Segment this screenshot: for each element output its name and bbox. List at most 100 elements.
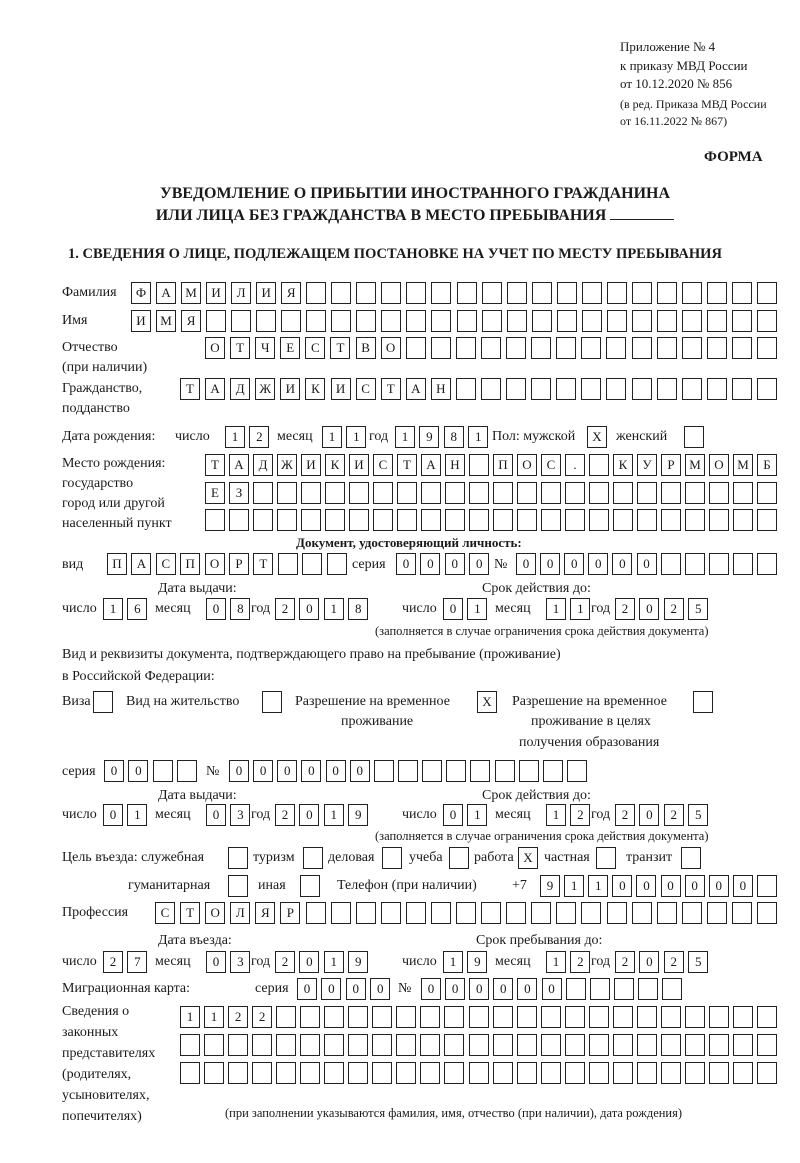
char-cell[interactable] (732, 1006, 753, 1028)
char-cell[interactable] (706, 282, 727, 304)
char-cell[interactable] (708, 1006, 729, 1028)
char-cell[interactable] (733, 509, 753, 531)
char-cell[interactable]: 1 (443, 951, 463, 973)
char-cell[interactable]: 0 (128, 760, 149, 782)
char-cell[interactable] (455, 337, 476, 359)
char-cell[interactable] (757, 1034, 777, 1056)
char-cell[interactable]: К (613, 454, 633, 476)
char-cell[interactable]: А (205, 378, 226, 400)
char-cell[interactable]: Н (445, 454, 465, 476)
char-cell[interactable] (380, 902, 401, 924)
char-cell[interactable] (231, 310, 252, 332)
char-cell[interactable]: 8 (348, 598, 369, 620)
char-cell[interactable] (731, 378, 752, 400)
char-cell[interactable]: 1 (323, 598, 344, 620)
char-cell[interactable]: 0 (469, 978, 490, 1000)
char-cell[interactable]: Т (253, 553, 274, 575)
char-cell[interactable]: А (131, 553, 152, 575)
char-cell[interactable]: 5 (688, 951, 709, 973)
char-cell[interactable] (456, 282, 477, 304)
char-cell[interactable]: Ж (277, 454, 297, 476)
char-cell[interactable] (706, 902, 727, 924)
char-cell[interactable] (565, 509, 585, 531)
char-cell[interactable] (355, 902, 376, 924)
char-cell[interactable] (373, 760, 394, 782)
char-cell[interactable] (606, 337, 627, 359)
char-cell[interactable] (229, 509, 249, 531)
char-cell[interactable]: 1 (103, 598, 123, 620)
char-cell[interactable] (660, 1006, 681, 1028)
char-cell[interactable] (636, 1034, 657, 1056)
char-cell[interactable] (757, 378, 777, 400)
char-cell[interactable] (180, 1034, 200, 1056)
char-cell[interactable]: 1 (588, 875, 609, 897)
char-cell[interactable] (324, 1062, 345, 1084)
char-cell[interactable] (372, 1034, 393, 1056)
char-cell[interactable]: 1 (323, 951, 344, 973)
char-cell[interactable]: 0 (684, 875, 705, 897)
char-cell[interactable]: Т (330, 337, 351, 359)
char-cell[interactable]: 1 (323, 804, 344, 826)
char-cell[interactable]: З (229, 482, 249, 504)
char-cell[interactable]: 0 (639, 804, 660, 826)
char-cell[interactable] (506, 902, 527, 924)
char-cell[interactable]: 0 (660, 875, 681, 897)
char-cell[interactable] (567, 760, 587, 782)
char-cell[interactable] (731, 310, 752, 332)
char-cell[interactable] (456, 902, 476, 924)
char-cell[interactable] (446, 760, 467, 782)
char-cell[interactable]: У (637, 454, 657, 476)
char-cell[interactable] (306, 310, 327, 332)
char-cell[interactable] (636, 1006, 657, 1028)
char-cell[interactable]: Я (281, 282, 302, 304)
char-cell[interactable] (468, 1062, 489, 1084)
char-cell[interactable] (252, 1062, 273, 1084)
char-cell[interactable]: 2 (615, 598, 635, 620)
char-cell[interactable]: С (373, 454, 393, 476)
char-cell[interactable]: 0 (349, 760, 370, 782)
char-cell[interactable] (564, 1062, 585, 1084)
char-cell[interactable] (481, 902, 502, 924)
char-cell[interactable]: 1 (546, 804, 566, 826)
char-cell[interactable] (506, 282, 527, 304)
char-cell[interactable] (228, 875, 248, 897)
char-cell[interactable] (631, 902, 652, 924)
char-cell[interactable]: Е (280, 337, 301, 359)
char-cell[interactable] (372, 1062, 393, 1084)
char-cell[interactable]: X (518, 847, 538, 869)
char-cell[interactable]: Т (180, 378, 200, 400)
char-cell[interactable]: 0 (277, 760, 298, 782)
char-cell[interactable] (445, 482, 465, 504)
char-cell[interactable] (493, 509, 513, 531)
char-cell[interactable] (706, 378, 727, 400)
char-cell[interactable] (421, 482, 441, 504)
char-cell[interactable] (204, 1062, 225, 1084)
char-cell[interactable]: 9 (467, 951, 488, 973)
char-cell[interactable]: О (380, 337, 401, 359)
char-cell[interactable]: С (541, 454, 561, 476)
char-cell[interactable]: А (405, 378, 426, 400)
char-cell[interactable] (631, 282, 652, 304)
char-cell[interactable] (684, 1062, 705, 1084)
char-cell[interactable]: 0 (564, 553, 585, 575)
char-cell[interactable]: Б (757, 454, 777, 476)
char-cell[interactable]: И (280, 378, 301, 400)
char-cell[interactable] (565, 978, 586, 1000)
char-cell[interactable]: 0 (253, 760, 274, 782)
char-cell[interactable]: Ч (255, 337, 276, 359)
char-cell[interactable] (205, 509, 225, 531)
char-cell[interactable]: Р (661, 454, 681, 476)
char-cell[interactable]: 0 (299, 598, 320, 620)
char-cell[interactable] (381, 282, 402, 304)
char-cell[interactable]: 2 (249, 426, 270, 448)
char-cell[interactable] (516, 1006, 537, 1028)
char-cell[interactable] (757, 282, 777, 304)
char-cell[interactable] (300, 1034, 321, 1056)
char-cell[interactable] (406, 310, 427, 332)
char-cell[interactable] (606, 902, 627, 924)
char-cell[interactable] (421, 509, 441, 531)
char-cell[interactable]: Я (181, 310, 202, 332)
char-cell[interactable] (396, 1062, 417, 1084)
char-cell[interactable] (556, 310, 577, 332)
char-cell[interactable]: . (565, 454, 585, 476)
